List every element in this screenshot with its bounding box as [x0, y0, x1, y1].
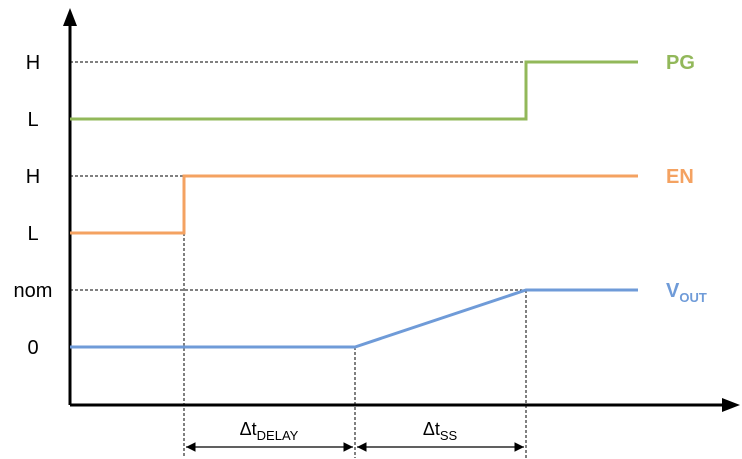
vout-signal-main: V: [666, 280, 680, 302]
pg-high-label: H: [26, 52, 40, 74]
pg-trace: [70, 60, 638, 121]
vout-signal-subscript: OUT: [679, 290, 707, 305]
en-trace: [70, 174, 638, 235]
soft-start-interval-subscript: SS: [440, 428, 458, 443]
delay-interval-label: ΔtDELAY: [240, 419, 299, 443]
pg-signal-label: PG: [666, 52, 695, 74]
soft-start-interval-symbol: Δt: [423, 419, 440, 439]
y-axis-arrow: [63, 8, 77, 26]
delay-interval-symbol: Δt: [240, 419, 257, 439]
delay-interval-subscript: DELAY: [257, 428, 299, 443]
pg-low-label: L: [27, 109, 38, 131]
vout-trace: [70, 288, 638, 349]
vout-signal-label: VOUT: [666, 280, 707, 305]
soft-start-interval-label: ΔtSS: [423, 419, 458, 443]
en-low-label: L: [27, 223, 38, 245]
vout-nom-label: nom: [14, 280, 53, 302]
en-high-label: H: [26, 166, 40, 188]
vout-zero-label: 0: [27, 337, 38, 359]
en-signal-label: EN: [666, 166, 694, 188]
x-axis-arrow: [722, 398, 740, 412]
